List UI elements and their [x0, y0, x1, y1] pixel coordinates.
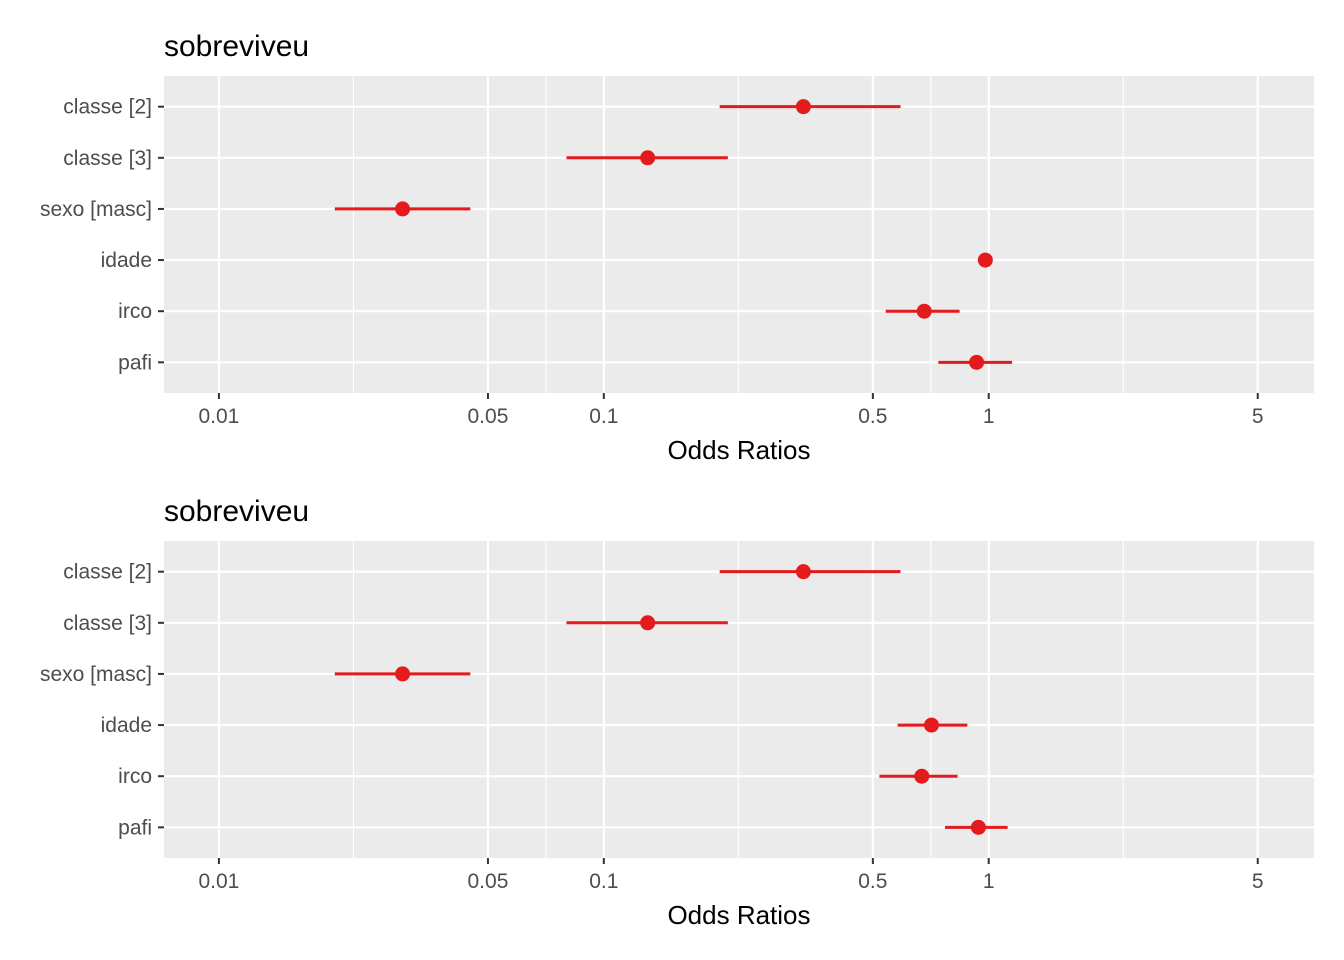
y-tick-label: irco	[118, 300, 152, 323]
x-tick-label: 0.5	[858, 870, 887, 893]
y-tick-label: irco	[118, 765, 152, 788]
y-tick-label: idade	[101, 714, 152, 737]
estimate-point	[916, 303, 932, 319]
y-tick-label: sexo [masc]	[40, 663, 152, 686]
estimate-point	[969, 354, 985, 370]
y-tick-label: classe [2]	[63, 96, 152, 119]
y-tick-label: classe [3]	[63, 147, 152, 170]
estimate-point	[970, 819, 986, 835]
x-tick-label: 1	[983, 870, 995, 893]
estimate-point	[977, 252, 993, 268]
estimate-point	[923, 717, 939, 733]
y-tick-label: classe [2]	[63, 561, 152, 584]
estimate-point	[795, 99, 811, 115]
panel-background	[164, 76, 1314, 393]
chart-title: sobreviveu	[164, 30, 309, 63]
x-tick-label: 0.5	[858, 405, 887, 428]
estimate-point	[914, 768, 930, 784]
x-tick-label: 0.1	[589, 405, 618, 428]
panel-background	[164, 541, 1314, 858]
estimate-point	[795, 564, 811, 580]
chart-panel-2: sobreviveu classe [2] classe [3] sexo [masc…	[40, 495, 1314, 930]
x-tick-label: 0.01	[198, 405, 239, 428]
x-tick-label: 0.1	[589, 870, 618, 893]
y-tick-label: classe [3]	[63, 612, 152, 635]
estimate-point	[640, 150, 656, 166]
y-tick-label: pafi	[118, 816, 152, 839]
x-tick-label: 0.01	[198, 870, 239, 893]
y-tick-label: sexo [masc]	[40, 198, 152, 221]
estimate-point	[395, 666, 411, 682]
estimate-point	[395, 201, 411, 217]
x-tick-label: 0.05	[468, 870, 509, 893]
chart-title: sobreviveu	[164, 495, 309, 528]
x-tick-label: 5	[1252, 870, 1264, 893]
x-tick-label: 1	[983, 405, 995, 428]
y-tick-label: pafi	[118, 351, 152, 374]
chart-panel-1: sobreviveu classe [2] classe [3] sexo [masc…	[40, 30, 1314, 465]
y-tick-label: idade	[101, 249, 152, 272]
x-tick-label: 0.05	[468, 405, 509, 428]
x-axis-title: Odds Ratios	[667, 900, 810, 930]
x-axis-title: Odds Ratios	[667, 435, 810, 465]
x-tick-label: 5	[1252, 405, 1264, 428]
estimate-point	[640, 615, 656, 631]
